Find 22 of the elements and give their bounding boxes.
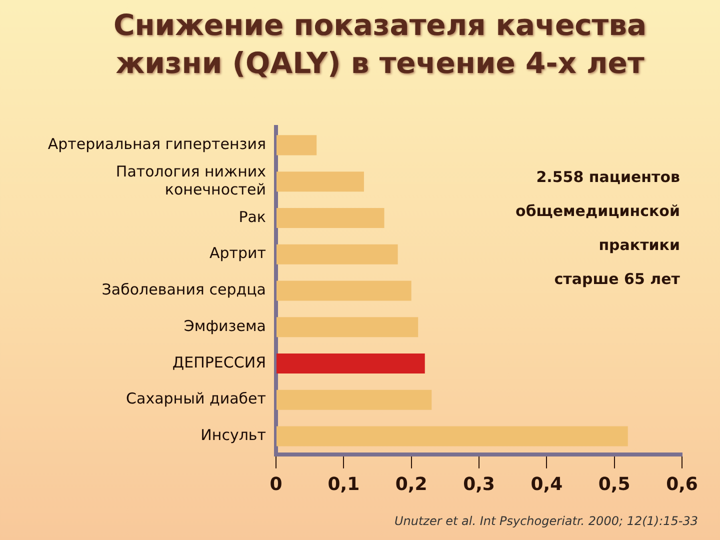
x-tick-label: 0 xyxy=(270,474,282,495)
x-tick-label: 0,6 xyxy=(666,474,698,495)
x-tick-label: 0,5 xyxy=(598,474,630,495)
x-tick-label: 0,1 xyxy=(328,474,360,495)
x-tick-label: 0,3 xyxy=(463,474,495,495)
text: Unutzer et al. Int Psychogeriatr. 2000; 12(1):15-33 xyxy=(394,514,698,528)
annotation: практики xyxy=(598,235,680,256)
x-tick-label: 0,4 xyxy=(530,474,563,495)
y-tick-label: Эмфизема xyxy=(184,316,266,335)
y-tick-label: Сахарный диабет xyxy=(126,390,266,408)
annotation: 2.558 пациентов xyxy=(535,167,680,188)
y-tick-label: Артрит xyxy=(209,244,266,262)
y-tick-label: Артериальная гипертензия xyxy=(48,135,266,154)
chart-title: Снижение показателя качества жизни (QALY) в течение 4-х лет xyxy=(112,7,648,82)
y-tick-label: Патология нижних конечностей xyxy=(116,162,266,198)
annotation: старше 65 лет xyxy=(553,269,680,290)
annotation: общемедицинской xyxy=(516,201,680,222)
x-tick-label: 0,2 xyxy=(395,474,428,495)
y-tick-label: Инсульт xyxy=(200,426,266,444)
y-tick-label: ДЕПРЕССИЯ xyxy=(172,353,266,372)
y-tick-label: Заболевания сердца xyxy=(102,280,266,299)
y-tick-label: Рак xyxy=(238,208,266,226)
